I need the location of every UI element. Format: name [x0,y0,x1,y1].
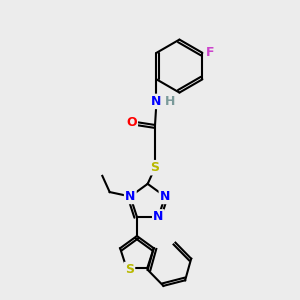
Text: F: F [206,46,214,59]
Text: H: H [165,95,175,108]
Text: N: N [151,95,162,108]
Text: S: S [151,161,160,174]
Text: N: N [125,190,136,203]
Text: N: N [160,190,170,203]
Text: O: O [126,116,137,128]
Text: N: N [153,210,164,224]
Text: S: S [125,263,134,276]
